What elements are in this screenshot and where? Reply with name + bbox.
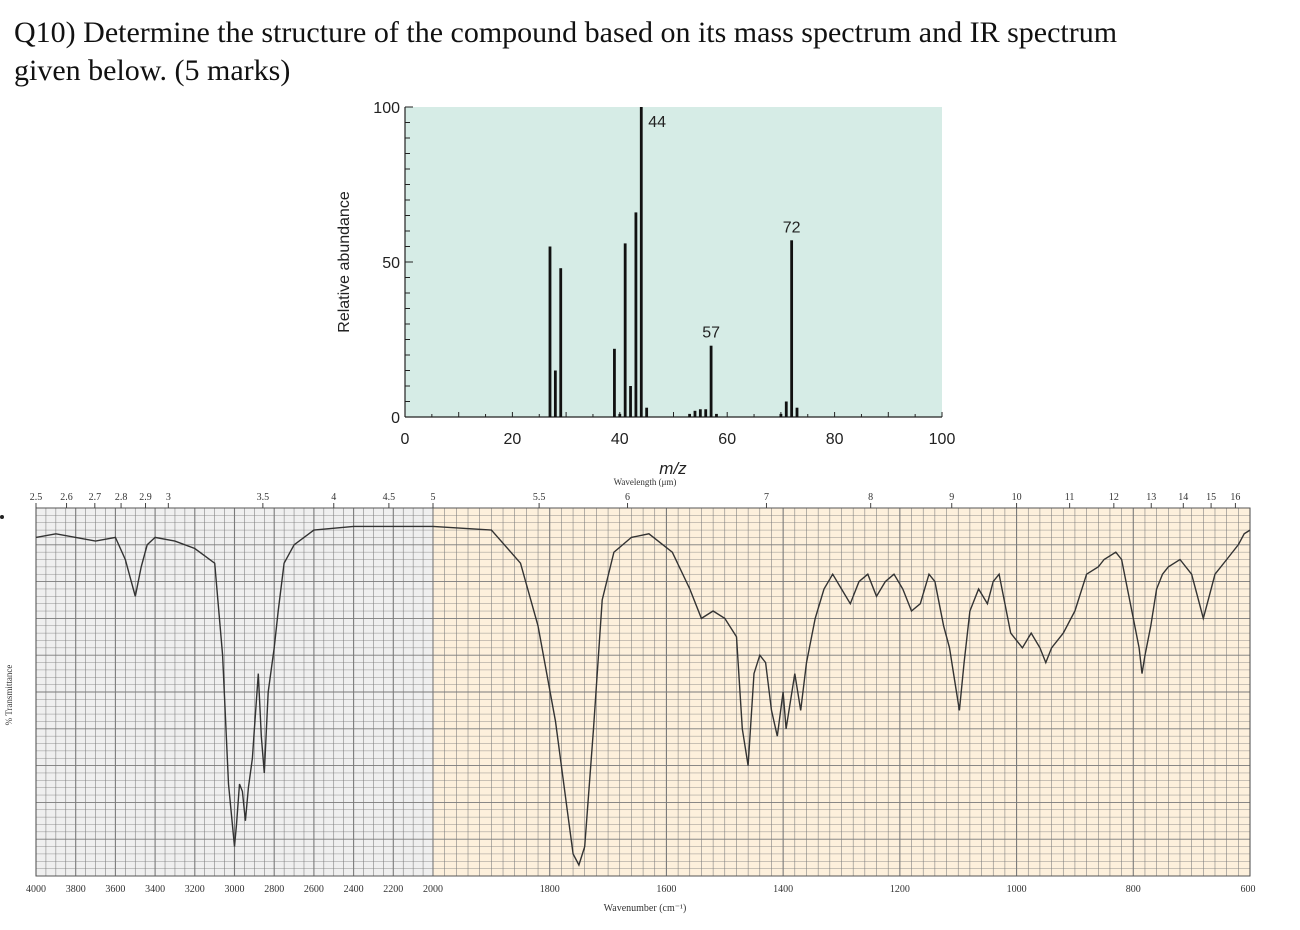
ir-wavenumber-tick-label: 2400 bbox=[344, 884, 364, 895]
ir-wavenumber-tick-label: 2800 bbox=[264, 884, 284, 895]
ms-x-tick-label: 100 bbox=[929, 431, 956, 448]
ir-wavelength-tick-label: 3 bbox=[166, 492, 171, 503]
ir-wavenumber-tick-label: 1000 bbox=[1007, 884, 1027, 895]
ms-peak-bar bbox=[698, 409, 702, 417]
ms-peak-label: 57 bbox=[702, 325, 720, 342]
ms-plot-background bbox=[405, 107, 942, 417]
ms-peak-bar bbox=[779, 413, 783, 417]
ir-wavelength-tick-label: 10 bbox=[1012, 492, 1022, 503]
ir-wavelength-tick-label: 2.9 bbox=[139, 492, 152, 503]
ms-bars bbox=[548, 107, 799, 417]
ir-wavelength-tick-label: 5 bbox=[431, 492, 436, 503]
ms-peak-label: 72 bbox=[783, 219, 801, 236]
question-line-2: given below. (5 marks) bbox=[14, 54, 291, 87]
ms-y-tick-label: 50 bbox=[382, 255, 400, 272]
ir-wavelength-tick-label: 2.5 bbox=[30, 492, 43, 503]
ms-peak-label: 44 bbox=[648, 114, 666, 131]
ms-y-tick-label: 100 bbox=[373, 100, 400, 117]
ir-wavelength-tick-label: 2.7 bbox=[89, 492, 102, 503]
ir-wavenumber-tick-label: 2600 bbox=[304, 884, 324, 895]
ms-peak-bar bbox=[688, 413, 692, 417]
ir-wavelength-tick-label: 9 bbox=[949, 492, 954, 503]
ms-peak-bar bbox=[693, 410, 697, 417]
ms-peak-bar bbox=[784, 401, 788, 417]
ir-wavenumber-tick-label: 3000 bbox=[225, 884, 245, 895]
ir-spectrum-line bbox=[35, 525, 1251, 867]
ms-peak-bar bbox=[634, 212, 638, 417]
ms-peak-bar bbox=[548, 246, 552, 417]
question-text: Q10) Determine the structure of the comp… bbox=[14, 14, 1274, 90]
ms-peak-labels: 44 57 72 bbox=[648, 114, 800, 342]
bullet-mark bbox=[0, 515, 4, 519]
ir-wavenumber-tick-label: 1400 bbox=[773, 884, 793, 895]
ms-peak-bar bbox=[559, 268, 563, 417]
ms-peak-bar bbox=[553, 370, 557, 417]
ir-wavelength-tick-label: 3.5 bbox=[257, 492, 270, 503]
ms-peak-bar bbox=[629, 386, 632, 417]
ms-peak-bar bbox=[618, 413, 622, 417]
ir-top-axis-label: Wavelength (μm) bbox=[614, 477, 677, 487]
ms-peak-bar bbox=[639, 107, 643, 417]
ir-wavenumber-tick-label: 2000 bbox=[423, 884, 443, 895]
ms-x-tick-label: 20 bbox=[504, 431, 522, 448]
ms-y-axis-label: Relative abundance bbox=[336, 191, 353, 333]
ir-x-axis-label: Wavenumber (cm⁻¹) bbox=[604, 903, 687, 914]
ms-x-tick-label: 80 bbox=[826, 431, 844, 448]
ms-peak-bar bbox=[613, 348, 616, 417]
ir-wavenumber-tick-label: 2200 bbox=[383, 884, 403, 895]
ir-wavelength-tick-label: 2.8 bbox=[115, 492, 128, 503]
ms-x-tick-label: 40 bbox=[611, 431, 629, 448]
ir-wavelength-tick-label: 5.5 bbox=[533, 492, 546, 503]
ms-x-tick-label: 0 bbox=[401, 431, 410, 448]
ms-peak-bar bbox=[623, 243, 627, 417]
ir-wavelength-tick-label: 7 bbox=[764, 492, 769, 503]
ir-wavenumber-tick-label: 1600 bbox=[656, 884, 676, 895]
ir-wavelength-tick-label: 8 bbox=[868, 492, 873, 503]
ir-wavelength-tick-label: 16 bbox=[1230, 492, 1240, 503]
ms-axes: 0 50 100 0 20 40 60 80 100 bbox=[373, 100, 955, 448]
ms-x-tick-label: 60 bbox=[718, 431, 736, 448]
ir-wavenumber-tick-label: 1200 bbox=[890, 884, 910, 895]
ms-peak-bar bbox=[795, 407, 799, 417]
ir-wavenumber-tick-label: 4000 bbox=[26, 884, 46, 895]
ms-x-axis-label: m/z bbox=[659, 459, 687, 478]
ir-wavenumber-tick-label: 1800 bbox=[540, 884, 560, 895]
ir-wavelength-tick-label: 15 bbox=[1206, 492, 1216, 503]
ir-wavelength-tick-label: 6 bbox=[625, 492, 630, 503]
ms-peak-bar bbox=[645, 407, 649, 417]
ms-peak-bar bbox=[790, 240, 794, 417]
ir-grid bbox=[35, 507, 1251, 877]
ir-wavelength-tick-label: 4.5 bbox=[383, 492, 396, 503]
ir-wavenumber-tick-label: 3800 bbox=[66, 884, 86, 895]
ir-y-axis-label: % Transmittance bbox=[4, 665, 14, 726]
ir-ticks: 4000 3800 3600 3400 3200 3000 2800 2600 2400 2200… bbox=[26, 492, 1256, 895]
ir-frame bbox=[35, 507, 1251, 877]
ir-wavenumber-tick-label: 800 bbox=[1126, 884, 1141, 895]
ir-wavelength-tick-label: 11 bbox=[1065, 492, 1075, 503]
ir-wavelength-tick-label: 13 bbox=[1146, 492, 1156, 503]
ir-wavenumber-tick-label: 3600 bbox=[105, 884, 125, 895]
ms-peak-bar bbox=[709, 345, 713, 417]
ir-wavelength-tick-label: 4 bbox=[331, 492, 336, 503]
ms-y-tick-label: 0 bbox=[391, 410, 400, 427]
ms-peak-bar bbox=[715, 413, 718, 417]
question-line-1: Q10) Determine the structure of the comp… bbox=[14, 16, 1118, 49]
ir-wavelength-tick-label: 2.6 bbox=[60, 492, 73, 503]
ir-wavenumber-tick-label: 600 bbox=[1241, 884, 1256, 895]
ir-wavelength-tick-label: 12 bbox=[1109, 492, 1119, 503]
ir-wavelength-tick-label: 14 bbox=[1178, 492, 1188, 503]
ms-peak-bar bbox=[704, 409, 708, 417]
ir-wavenumber-tick-label: 3400 bbox=[145, 884, 165, 895]
ir-wavenumber-tick-label: 3200 bbox=[185, 884, 205, 895]
